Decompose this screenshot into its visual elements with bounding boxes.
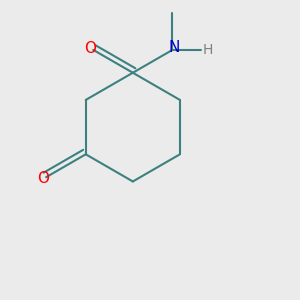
Text: N: N	[168, 40, 180, 55]
Text: O: O	[84, 41, 96, 56]
Text: H: H	[202, 43, 213, 57]
Text: O: O	[37, 171, 49, 186]
